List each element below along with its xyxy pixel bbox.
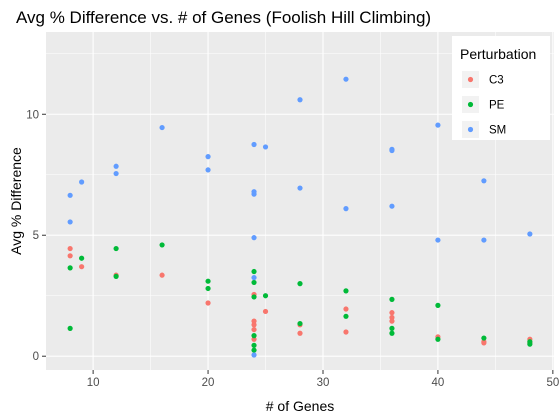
point-sm (435, 237, 441, 243)
point-sm (159, 124, 165, 131)
legend-label-pe: PE (489, 100, 505, 112)
point-sm (79, 179, 85, 185)
point-pe (251, 268, 257, 275)
point-pe (435, 336, 441, 342)
x-tick-label: 20 (202, 377, 215, 389)
point-c3 (343, 329, 349, 335)
point-pe (251, 333, 257, 339)
point-pe (251, 342, 257, 348)
legend-label-sm: SM (489, 125, 506, 137)
point-pe (113, 245, 119, 252)
point-sm (343, 76, 349, 82)
x-tick-label: 10 (87, 377, 100, 389)
point-sm (113, 163, 119, 169)
point-sm (251, 191, 257, 197)
legend-key-sm (467, 126, 474, 133)
point-c3 (389, 310, 395, 316)
x-tick-label: 40 (432, 377, 445, 389)
point-c3 (159, 272, 165, 278)
point-pe (67, 325, 73, 331)
point-c3 (251, 336, 257, 342)
point-sm (113, 170, 119, 177)
point-sm (251, 141, 257, 148)
point-sm (67, 192, 73, 198)
point-c3 (67, 245, 73, 252)
point-sm (527, 231, 533, 237)
point-pe (481, 335, 487, 341)
point-pe (205, 285, 211, 292)
point-c3 (343, 306, 349, 312)
point-sm (297, 185, 303, 191)
legend-label-c3: C3 (489, 75, 504, 87)
point-pe (297, 320, 303, 327)
point-pe (343, 288, 349, 294)
point-pe (389, 330, 395, 336)
x-tick-label: 30 (317, 377, 330, 389)
point-c3 (251, 322, 257, 328)
point-sm (343, 206, 349, 212)
point-c3 (297, 330, 303, 336)
chart-title: Avg % Difference vs. # of Genes (Foolish… (16, 8, 431, 27)
point-sm (251, 235, 257, 241)
point-pe (205, 278, 211, 284)
point-c3 (79, 264, 85, 270)
point-sm (205, 154, 211, 160)
point-pe (297, 281, 303, 287)
point-pe (67, 265, 73, 271)
point-sm (481, 178, 487, 184)
point-c3 (262, 308, 269, 315)
point-sm (262, 144, 269, 150)
point-pe (251, 294, 257, 300)
y-axis-ticks: 0 5 10 (26, 109, 46, 363)
point-c3 (205, 300, 211, 306)
legend-key-c3 (467, 76, 474, 83)
point-c3 (481, 340, 487, 346)
y-axis-title: Avg % Difference (8, 147, 24, 255)
point-pe (389, 296, 395, 302)
point-pe (251, 279, 257, 286)
y-tick-label: 5 (33, 230, 39, 242)
data-points (67, 76, 533, 358)
legend-items: C3 PE SM (462, 71, 506, 138)
point-sm (435, 122, 441, 128)
x-axis-ticks: 10 20 30 40 50 (87, 370, 559, 389)
point-sm (297, 97, 303, 103)
point-pe (159, 242, 165, 248)
major-gridlines (46, 32, 554, 370)
point-sm (251, 274, 257, 281)
point-c3 (251, 326, 257, 333)
point-pe (435, 302, 441, 309)
point-sm (389, 147, 395, 154)
point-pe (527, 341, 533, 347)
point-c3 (389, 318, 395, 324)
legend: Perturbation C3 PE SM (452, 36, 550, 140)
point-sm (205, 167, 211, 173)
x-tick-label: 50 (546, 377, 559, 389)
point-c3 (67, 253, 73, 259)
point-sm (389, 203, 395, 209)
point-pe (262, 293, 269, 299)
point-sm (67, 219, 73, 225)
y-tick-label: 10 (26, 109, 39, 121)
point-c3 (251, 318, 257, 324)
x-axis-title: # of Genes (266, 398, 335, 414)
point-c3 (389, 314, 395, 321)
point-pe (79, 255, 85, 261)
point-pe (251, 347, 257, 353)
point-pe (343, 313, 349, 319)
point-sm (251, 352, 257, 358)
point-pe (113, 273, 119, 279)
y-tick-label: 0 (33, 351, 39, 363)
legend-title: Perturbation (460, 46, 536, 62)
point-sm (481, 237, 487, 243)
point-pe (389, 325, 395, 331)
legend-key-pe (467, 101, 474, 108)
